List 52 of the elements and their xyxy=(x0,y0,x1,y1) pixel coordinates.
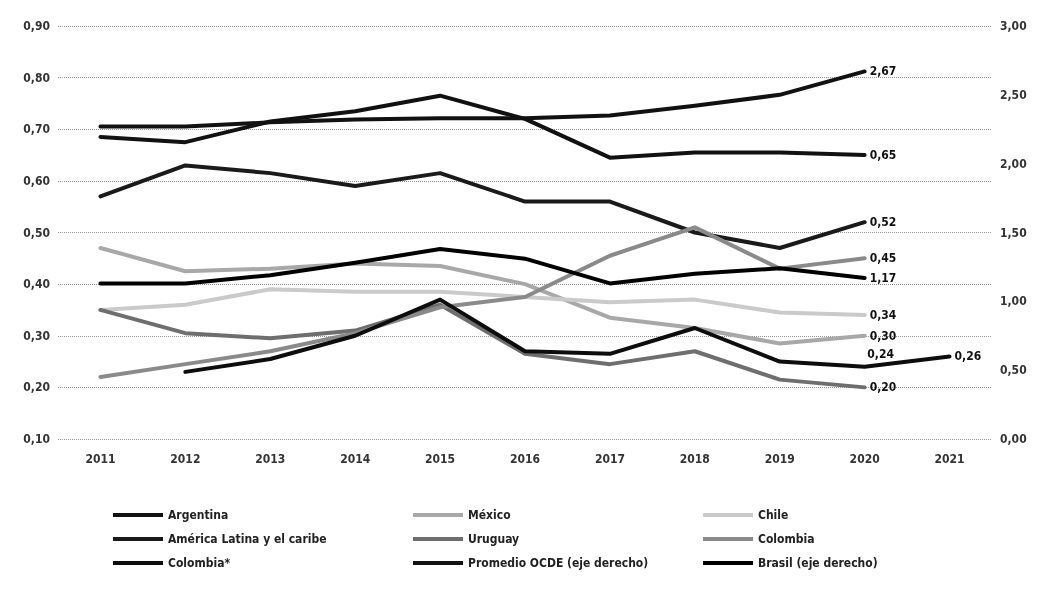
y2-tick-label: 2,50 xyxy=(1000,87,1027,102)
y-tick-label: 0,60 xyxy=(23,173,50,188)
y-tick-label: 0,30 xyxy=(23,328,50,343)
y-tick-label: 0,40 xyxy=(23,277,50,292)
y-tick-label: 0,10 xyxy=(23,432,50,446)
data-label: 0,34 xyxy=(869,308,897,323)
y2-tick-label: 2,00 xyxy=(1000,156,1027,171)
legend-label: Brasil (eje derecho) xyxy=(758,556,878,570)
y2-tick-label: 1,50 xyxy=(1000,225,1027,240)
line-series xyxy=(183,297,952,374)
x-tick-label: 2019 xyxy=(764,452,795,466)
data-label: 0,65 xyxy=(869,148,897,163)
y-tick-label: 0,80 xyxy=(23,70,50,85)
data-label: 0,26 xyxy=(954,349,982,364)
y-tick-label: 0,70 xyxy=(23,122,50,137)
legend-label: Uruguay xyxy=(468,532,520,546)
y-tick-label: 0,90 xyxy=(23,19,50,33)
x-tick-label: 2020 xyxy=(849,452,880,466)
legend-label: Colombia xyxy=(758,532,815,546)
x-tick-label: 2017 xyxy=(594,452,625,466)
y2-tick-label: 3,00 xyxy=(1000,19,1027,33)
x-tick-label: 2015 xyxy=(425,452,456,466)
y-tick-label: 0,20 xyxy=(23,380,50,395)
data-label: 0,45 xyxy=(869,251,897,266)
line-series xyxy=(98,225,867,380)
y2-tick-label: 0,50 xyxy=(1000,363,1027,378)
x-tick-label: 2018 xyxy=(679,452,710,466)
line-series xyxy=(98,247,867,286)
legend-label: Colombia* xyxy=(168,556,231,570)
x-tick-label: 2021 xyxy=(934,452,965,466)
x-tick-label: 2014 xyxy=(340,452,371,466)
x-tick-label: 2012 xyxy=(170,452,201,466)
data-label: 0,20 xyxy=(869,380,897,395)
data-label: 2,67 xyxy=(869,64,897,79)
line-series xyxy=(98,163,867,250)
y2-tick-label: 0,00 xyxy=(1000,432,1027,446)
legend-label: Chile xyxy=(758,508,789,522)
legend-label: México xyxy=(468,508,511,522)
legend-label: América Latina y el caribe xyxy=(168,532,327,546)
data-label: 0,24 xyxy=(867,346,895,361)
x-tick-label: 2013 xyxy=(255,452,286,466)
y2-tick-label: 1,00 xyxy=(1000,294,1027,309)
line-series xyxy=(98,245,867,346)
data-label: 1,17 xyxy=(869,270,897,285)
line-series xyxy=(98,302,867,390)
legend-label: Argentina xyxy=(168,508,229,522)
x-tick-label: 2016 xyxy=(509,452,541,466)
data-label: 0,30 xyxy=(869,328,897,343)
y-tick-label: 0,50 xyxy=(23,225,50,240)
x-tick-label: 2011 xyxy=(85,452,116,466)
legend-label: Promedio OCDE (eje derecho) xyxy=(468,556,649,570)
data-label: 0,52 xyxy=(869,215,897,230)
